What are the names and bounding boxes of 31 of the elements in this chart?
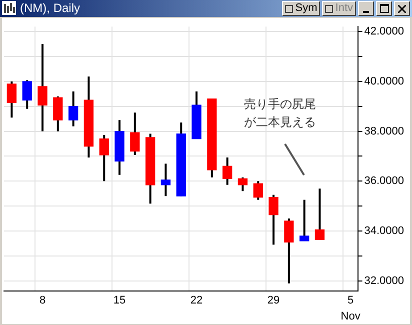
candlestick: [314, 188, 325, 241]
candlestick: [268, 194, 278, 246]
candlestick: [130, 112, 140, 156]
candlestick: [160, 162, 171, 198]
y-tick-label: 34.0000: [364, 225, 404, 238]
x-tick-label: 29: [267, 294, 280, 306]
text: Nov: [340, 310, 361, 323]
y-tick-label: 32.0000: [364, 274, 404, 287]
x-tick-label: 8: [39, 294, 46, 306]
candlestick: [253, 180, 263, 201]
text: Intv: [322, 1, 356, 16]
candlestick: [6, 80, 17, 119]
candlestick: [238, 176, 248, 192]
y-tick-label: 38.0000: [364, 125, 404, 138]
candlestick: [222, 156, 232, 186]
text: Sym: [282, 1, 320, 16]
x-tick-label: 15: [113, 294, 126, 306]
y-tick-label: 42.0000: [364, 26, 404, 38]
y-tick-label: 36.0000: [364, 175, 404, 188]
annotation: 売り手の尻尾が二本見える: [244, 96, 317, 131]
candlestick: [53, 95, 63, 132]
x-tick-label: 5: [347, 294, 354, 306]
y-tick-label: 40.0000: [364, 75, 404, 88]
candlestick: [284, 218, 294, 284]
candlestick: [99, 134, 109, 182]
candlestick: [38, 43, 48, 132]
candlestick: [300, 198, 310, 242]
chart-title: (NM), Daily: [20, 1, 80, 15]
candlestick: [22, 79, 32, 110]
candlestick: [68, 90, 78, 128]
x-tick-label: 22: [190, 294, 203, 306]
